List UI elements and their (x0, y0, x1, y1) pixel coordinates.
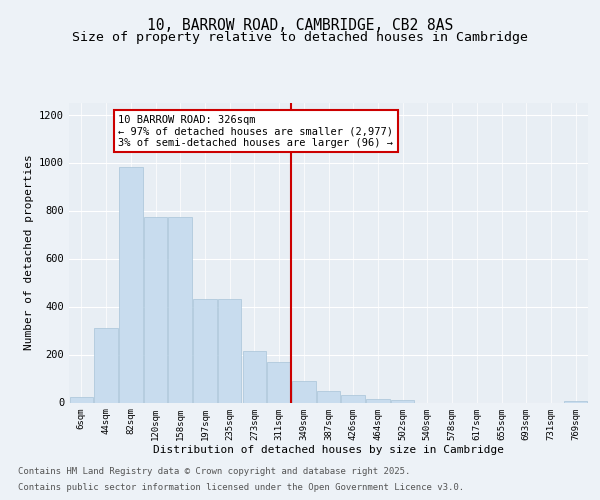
Bar (341, 396, 365, 402)
Text: 10 BARROW ROAD: 326sqm
← 97% of detached houses are smaller (2,977)
3% of semi-d: 10 BARROW ROAD: 326sqm ← 97% of detached… (118, 114, 394, 148)
Bar (391, 400, 415, 402)
Text: 10, BARROW ROAD, CAMBRIDGE, CB2 8AS: 10, BARROW ROAD, CAMBRIDGE, CB2 8AS (147, 18, 453, 32)
Bar (317, 391, 340, 402)
Text: Contains HM Land Registry data © Crown copyright and database right 2025.: Contains HM Land Registry data © Crown c… (18, 467, 410, 476)
Bar (292, 381, 316, 402)
Text: Size of property relative to detached houses in Cambridge: Size of property relative to detached ho… (72, 31, 528, 44)
Bar (193, 300, 217, 403)
Bar (169, 216, 192, 402)
Bar (366, 399, 389, 402)
Y-axis label: Number of detached properties: Number of detached properties (23, 154, 34, 350)
Bar (268, 362, 291, 403)
Bar (70, 396, 93, 402)
Text: Contains public sector information licensed under the Open Government Licence v3: Contains public sector information licen… (18, 483, 464, 492)
Bar (242, 351, 266, 403)
Bar (94, 328, 118, 402)
Bar (119, 168, 143, 402)
Bar (144, 216, 167, 402)
X-axis label: Distribution of detached houses by size in Cambridge: Distribution of detached houses by size … (153, 445, 504, 455)
Bar (564, 400, 587, 402)
Bar (218, 300, 241, 403)
